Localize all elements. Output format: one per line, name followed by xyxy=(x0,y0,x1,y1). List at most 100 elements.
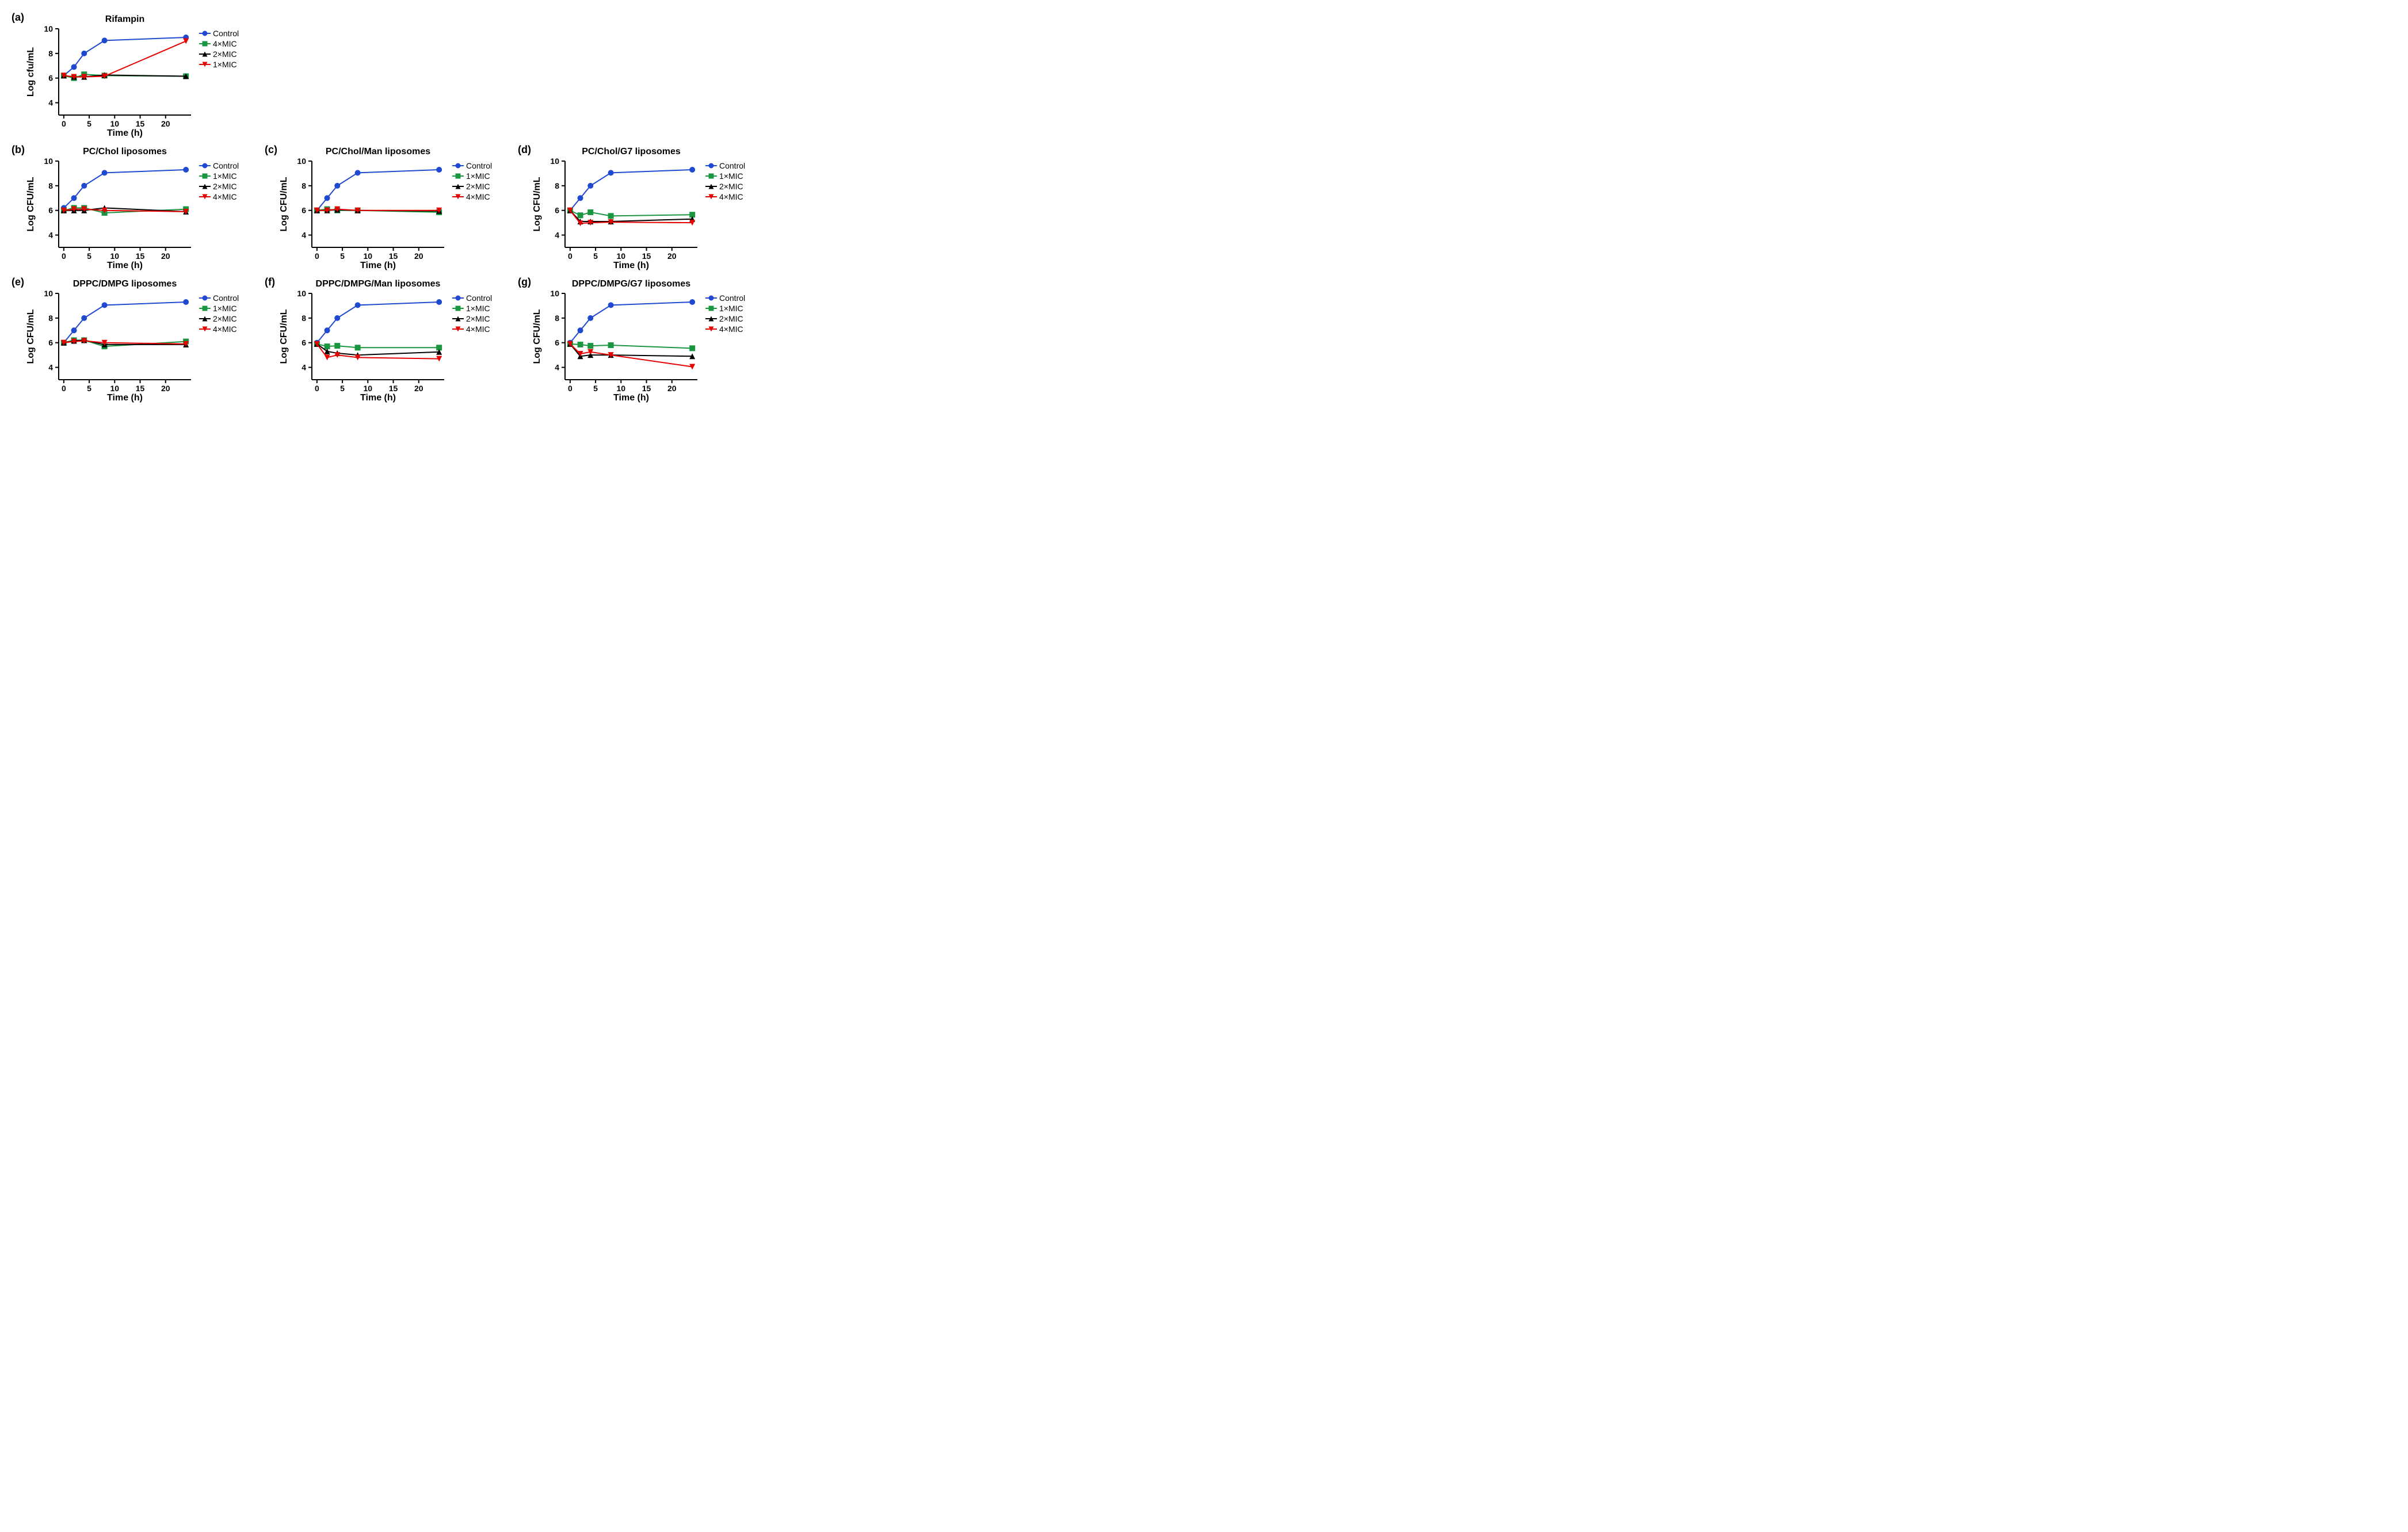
legend-label: 4×MIC xyxy=(213,192,237,201)
svg-text:10: 10 xyxy=(297,156,306,166)
panel-e: (e) DPPC/DMPG liposomes0510152046810Time… xyxy=(12,276,253,403)
legend-label: 2×MIC xyxy=(213,49,237,59)
legend-c: Control 1×MIC 2×MIC 4×MIC xyxy=(452,161,492,203)
legend-item: 1×MIC xyxy=(199,171,239,181)
chart-g: DPPC/DMPG/G7 liposomes0510152046810Time … xyxy=(531,276,703,403)
legend-label: 1×MIC xyxy=(719,304,743,313)
legend-label: Control xyxy=(213,29,239,38)
svg-text:10: 10 xyxy=(44,289,53,298)
legend-item: 2×MIC xyxy=(452,182,492,191)
svg-text:6: 6 xyxy=(48,74,53,83)
svg-text:10: 10 xyxy=(550,156,559,166)
svg-text:0: 0 xyxy=(315,384,319,393)
legend-item: 2×MIC xyxy=(199,49,239,59)
svg-text:10: 10 xyxy=(364,384,373,393)
svg-text:20: 20 xyxy=(161,119,170,128)
legend-label: 4×MIC xyxy=(466,192,490,201)
svg-text:10: 10 xyxy=(550,289,559,298)
legend-item: Control xyxy=(705,293,745,303)
legend-label: 1×MIC xyxy=(213,304,237,313)
legend-label: 2×MIC xyxy=(719,314,743,323)
svg-text:0: 0 xyxy=(62,384,66,393)
svg-text:5: 5 xyxy=(593,384,598,393)
svg-text:5: 5 xyxy=(340,384,345,393)
svg-text:10: 10 xyxy=(617,251,626,261)
svg-text:6: 6 xyxy=(555,338,559,347)
svg-text:Rifampin: Rifampin xyxy=(105,14,144,24)
legend-label: 4×MIC xyxy=(719,324,743,334)
legend-label: 4×MIC xyxy=(719,192,743,201)
chart-e: DPPC/DMPG liposomes0510152046810Time (h)… xyxy=(24,276,197,403)
svg-text:Time (h): Time (h) xyxy=(107,128,143,138)
legend-label: Control xyxy=(719,161,745,170)
legend-item: 2×MIC xyxy=(452,314,492,323)
legend-label: 4×MIC xyxy=(213,39,237,48)
svg-text:5: 5 xyxy=(87,384,91,393)
legend-label: 4×MIC xyxy=(466,324,490,334)
svg-text:10: 10 xyxy=(110,251,120,261)
svg-text:DPPC/DMPG liposomes: DPPC/DMPG liposomes xyxy=(73,279,177,289)
legend-item: Control xyxy=(199,161,239,170)
legend-item: 4×MIC xyxy=(705,324,745,334)
legend-label: 2×MIC xyxy=(719,182,743,191)
legend-item: 4×MIC xyxy=(452,192,492,201)
svg-text:20: 20 xyxy=(414,384,423,393)
svg-text:20: 20 xyxy=(414,251,423,261)
legend-item: 4×MIC xyxy=(199,324,239,334)
svg-text:10: 10 xyxy=(110,119,120,128)
svg-text:6: 6 xyxy=(302,206,306,215)
legend-item: Control xyxy=(452,161,492,170)
legend-b: Control 1×MIC 2×MIC 4×MIC xyxy=(199,161,239,203)
chart-b: PC/Chol liposomes0510152046810Time (h)Lo… xyxy=(24,144,197,270)
legend-item: 1×MIC xyxy=(199,304,239,313)
legend-g: Control 1×MIC 2×MIC 4×MIC xyxy=(705,293,745,335)
svg-text:Log CFU/mL: Log CFU/mL xyxy=(26,177,36,231)
svg-text:Time (h): Time (h) xyxy=(360,261,396,270)
figure-grid: (a) Rifampin0510152046810Time (h)Log cfu… xyxy=(12,12,760,403)
legend-item: 1×MIC xyxy=(199,60,239,69)
legend-f: Control 1×MIC 2×MIC 4×MIC xyxy=(452,293,492,335)
svg-text:20: 20 xyxy=(161,251,170,261)
svg-text:8: 8 xyxy=(48,181,53,190)
svg-text:8: 8 xyxy=(302,181,306,190)
svg-text:4: 4 xyxy=(302,231,306,240)
legend-item: 1×MIC xyxy=(705,171,745,181)
svg-text:0: 0 xyxy=(62,251,66,261)
legend-label: 1×MIC xyxy=(213,171,237,181)
svg-text:0: 0 xyxy=(568,384,573,393)
svg-text:15: 15 xyxy=(389,251,398,261)
svg-text:15: 15 xyxy=(642,251,651,261)
svg-text:10: 10 xyxy=(110,384,120,393)
legend-item: 4×MIC xyxy=(452,324,492,334)
svg-text:Log CFU/mL: Log CFU/mL xyxy=(279,177,289,231)
svg-text:4: 4 xyxy=(48,363,53,372)
svg-text:5: 5 xyxy=(593,251,598,261)
svg-text:6: 6 xyxy=(555,206,559,215)
svg-text:8: 8 xyxy=(555,181,559,190)
svg-text:Time (h): Time (h) xyxy=(107,393,143,403)
svg-text:4: 4 xyxy=(48,98,53,108)
legend-label: 4×MIC xyxy=(213,324,237,334)
chart-a: Rifampin0510152046810Time (h)Log cfu/mL xyxy=(24,12,197,138)
panel-b: (b) PC/Chol liposomes0510152046810Time (… xyxy=(12,144,253,270)
svg-text:4: 4 xyxy=(555,363,559,372)
legend-label: 2×MIC xyxy=(466,314,490,323)
svg-text:15: 15 xyxy=(136,384,145,393)
svg-text:8: 8 xyxy=(555,314,559,323)
panel-f: (f) DPPC/DMPG/Man liposomes0510152046810… xyxy=(265,276,506,403)
svg-text:PC/Chol/Man liposomes: PC/Chol/Man liposomes xyxy=(326,147,430,156)
legend-item: Control xyxy=(452,293,492,303)
svg-text:Time (h): Time (h) xyxy=(613,393,649,403)
legend-item: 1×MIC xyxy=(452,304,492,313)
svg-text:0: 0 xyxy=(315,251,319,261)
legend-item: 4×MIC xyxy=(199,192,239,201)
panel-label: (e) xyxy=(12,276,24,288)
svg-text:6: 6 xyxy=(48,338,53,347)
svg-text:15: 15 xyxy=(136,251,145,261)
legend-d: Control 1×MIC 2×MIC 4×MIC xyxy=(705,161,745,203)
svg-text:6: 6 xyxy=(302,338,306,347)
panel-label: (a) xyxy=(12,12,24,24)
legend-item: 2×MIC xyxy=(705,314,745,323)
svg-text:6: 6 xyxy=(48,206,53,215)
svg-text:5: 5 xyxy=(87,251,91,261)
